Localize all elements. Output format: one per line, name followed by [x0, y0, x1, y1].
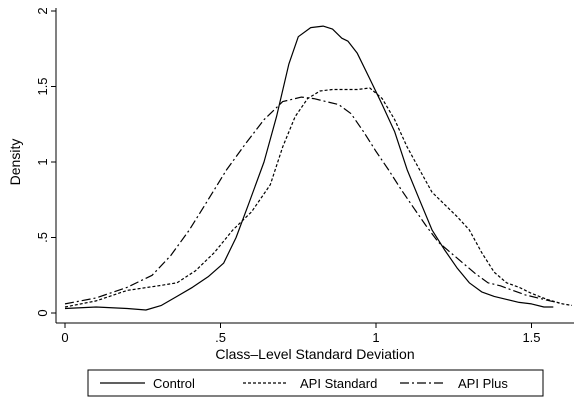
- series-lines: [64, 25, 572, 311]
- legend-box: [87, 369, 544, 397]
- legend-label: Control: [153, 376, 195, 391]
- legend-label: API Standard: [300, 376, 377, 391]
- y-tick-label: 1.5: [35, 77, 50, 95]
- x-axis-label: Class–Level Standard Deviation: [215, 346, 414, 362]
- x-tick-label: .5: [215, 330, 226, 345]
- y-tick-label: .5: [35, 232, 50, 243]
- y-tick-label: 0: [35, 309, 50, 316]
- x-tick-label: 1.5: [522, 330, 540, 345]
- x-tick-label: 0: [61, 330, 68, 345]
- series-line-api-plus: [64, 96, 563, 305]
- y-axis-label: Density: [7, 139, 23, 186]
- y-tick-label: 1: [35, 158, 50, 165]
- series-line-api-standard: [64, 87, 572, 308]
- x-axis-ticks: 0 .5 1 1.5: [61, 323, 541, 345]
- axes: [55, 8, 574, 324]
- legend: Control API Standard API Plus: [87, 369, 544, 397]
- y-tick-label: 2: [35, 7, 50, 14]
- x-tick-label: 1: [372, 330, 379, 345]
- legend-label: API Plus: [458, 376, 508, 391]
- y-axis-ticks: 0 .5 1 1.5 2: [35, 7, 56, 317]
- series-line-control: [64, 25, 554, 311]
